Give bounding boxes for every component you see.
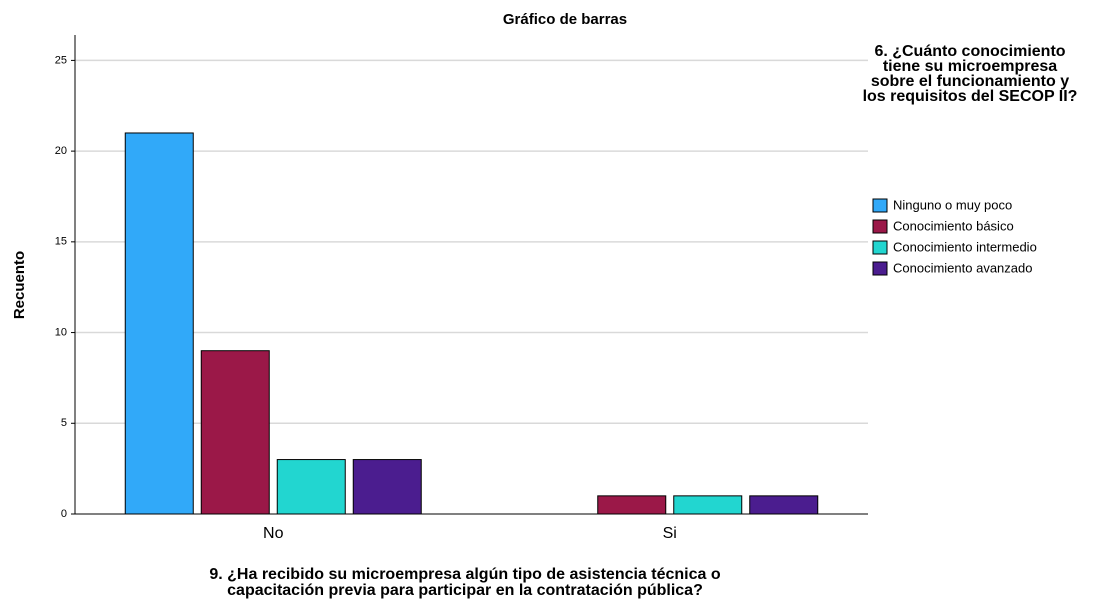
legend-label: Conocimiento básico xyxy=(893,218,1014,233)
bar xyxy=(124,132,194,515)
bar xyxy=(749,495,819,515)
x-axis-label: 9. ¿Ha recibido su microempresa algún ti… xyxy=(209,566,721,599)
y-tick-label: 20 xyxy=(55,145,67,157)
bar xyxy=(352,459,422,515)
y-axis-label: Recuento xyxy=(11,251,28,319)
bar xyxy=(276,459,346,515)
legend-title: 6. ¿Cuánto conocimiento tiene su microem… xyxy=(862,43,1078,105)
y-tick-label: 0 xyxy=(61,508,67,520)
x-tick-label: No xyxy=(263,525,284,542)
bar xyxy=(597,495,667,515)
y-tick-label: 5 xyxy=(61,417,67,429)
legend-label: Ninguno o muy poco xyxy=(893,197,1012,212)
bar xyxy=(673,495,743,515)
legend-swatch xyxy=(872,198,888,213)
x-tick-label: Si xyxy=(663,525,677,542)
legend-swatch xyxy=(872,240,888,255)
legend-swatch xyxy=(872,219,888,234)
legend-swatch xyxy=(872,261,888,276)
y-tick-label: 10 xyxy=(55,326,67,338)
bar xyxy=(200,350,270,515)
chart-title: Gráfico de barras xyxy=(503,11,627,28)
y-tick-label: 25 xyxy=(55,54,67,66)
y-tick-label: 15 xyxy=(55,236,67,248)
legend-label: Conocimiento intermedio xyxy=(893,239,1037,254)
legend-label: Conocimiento avanzado xyxy=(893,260,1032,275)
